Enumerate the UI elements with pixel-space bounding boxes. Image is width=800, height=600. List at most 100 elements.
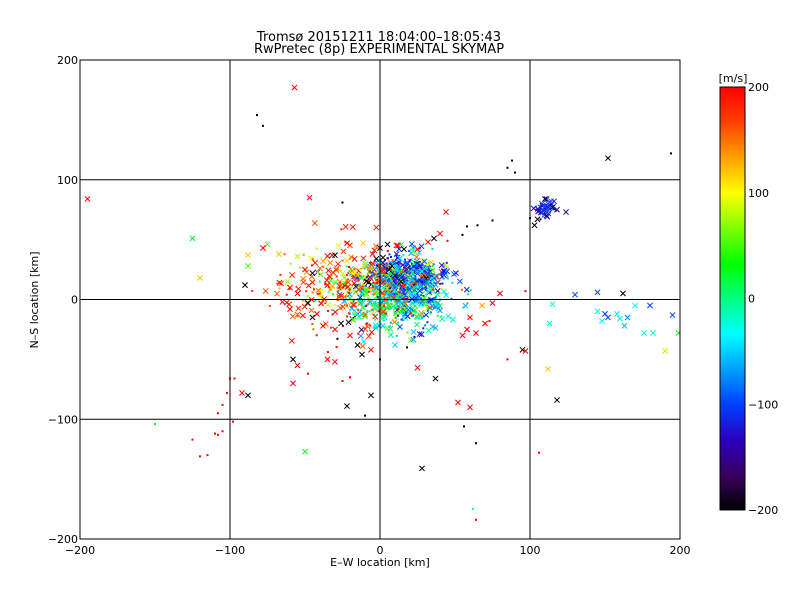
data-point [332,309,339,315]
data-point [393,251,400,257]
data-point [394,281,397,284]
data-point [302,266,308,273]
data-point [340,228,343,231]
data-point [279,298,286,305]
data-point [302,448,308,455]
data-point [325,267,332,274]
data-point [534,205,537,208]
data-point [399,299,405,306]
data-point [346,315,349,318]
data-point [384,241,391,248]
data-point [408,272,411,275]
data-point [301,299,304,302]
data-point [322,321,329,327]
data-point [339,303,346,310]
data-point [424,324,427,327]
data-point [632,302,638,309]
data-point [362,286,369,293]
data-point [431,264,434,267]
data-point [335,260,342,267]
data-point [441,267,448,274]
data-point [440,274,443,277]
data-point [320,322,326,329]
data-point [338,281,341,284]
data-point [543,212,550,219]
data-point [400,282,407,289]
data-point [514,171,516,174]
data-point [315,334,318,337]
data-point [359,351,365,358]
data-point [338,320,344,327]
data-point [386,293,389,296]
data-point [429,267,436,274]
data-point [421,286,424,289]
data-point [542,195,548,202]
data-point [426,307,429,310]
data-point [374,292,381,299]
data-point [409,312,412,315]
data-point [397,308,400,311]
data-point [344,286,347,289]
data-point [309,270,316,277]
data-point [343,282,346,285]
data-point [351,280,358,287]
data-point [378,301,381,304]
data-point [386,250,389,253]
data-point [621,322,628,329]
data-point [397,321,400,324]
data-point [358,274,365,281]
data-point [488,320,491,323]
data-point [364,285,367,288]
data-point [372,243,379,250]
data-point [353,311,356,314]
data-point [371,286,374,289]
data-point [363,260,370,267]
colorbar-tick-label: 100 [748,187,769,200]
data-point [350,316,357,323]
data-point [364,323,371,330]
data-point [262,124,264,127]
data-point [373,313,376,316]
data-point [330,274,333,277]
data-point [388,253,391,256]
data-point [295,285,302,292]
data-point [366,310,369,313]
data-point [397,283,400,286]
data-point [395,263,398,266]
data-point [393,311,396,314]
data-point [381,314,388,321]
data-point [543,196,550,203]
data-point [446,266,449,269]
data-point [344,403,350,410]
data-point [395,271,398,274]
data-point [359,275,362,278]
data-point [393,290,396,293]
data-point [336,291,343,298]
data-point [295,305,302,312]
data-point [413,321,420,328]
data-point [395,334,398,337]
data-point [366,303,369,306]
data-point [594,308,601,315]
data-point [327,290,330,293]
data-point [385,312,388,315]
data-point [304,300,311,307]
data-point [367,273,373,280]
data-point [349,376,351,379]
data-point [311,220,318,227]
data-point [154,423,156,426]
data-point [425,239,431,245]
data-point [318,292,321,295]
data-point [344,240,350,247]
data-point [466,225,468,228]
data-point [331,293,334,296]
data-point [522,348,529,354]
data-point [388,265,391,268]
data-point [441,288,447,295]
data-point [403,293,406,296]
data-point [264,241,271,248]
data-point [343,257,350,264]
data-point [345,304,348,307]
data-point [341,201,344,204]
